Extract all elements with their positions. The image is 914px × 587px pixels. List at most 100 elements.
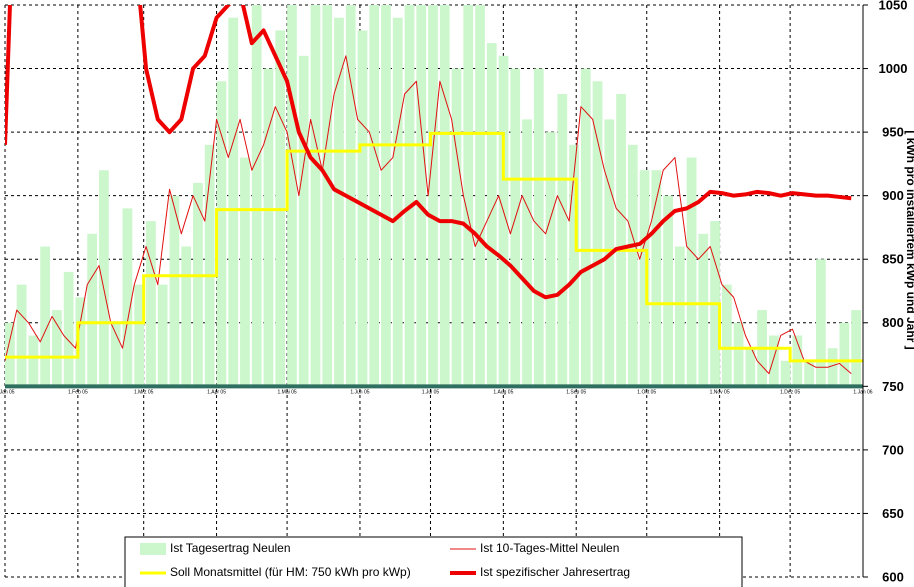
bar: [804, 360, 814, 387]
bar: [228, 17, 239, 387]
x-tick-label: 1.Jul 05: [422, 390, 440, 396]
x-tick-label: 1.Mai 05: [277, 390, 296, 396]
x-tick-label: 1.Aug 05: [493, 390, 513, 396]
bar: [99, 170, 109, 387]
bar: [569, 144, 579, 387]
bar: [439, 5, 450, 387]
bar: [674, 246, 685, 387]
bar: [5, 322, 15, 387]
bar: [639, 170, 650, 387]
bar: [157, 284, 168, 387]
x-tick-label: 1.Sep 05: [566, 390, 586, 396]
bar: [768, 335, 779, 387]
x-tick-label: 1.Mrz 05: [134, 390, 154, 396]
x-tick-label: 1.Apr 05: [207, 390, 226, 396]
bar: [839, 322, 850, 387]
x-tick-label: 1.Dez 05: [780, 390, 800, 396]
x-tick-label: 1.Okt 05: [637, 390, 656, 396]
bar: [357, 30, 368, 387]
bar: [580, 68, 591, 387]
bar: [451, 68, 462, 387]
bar: [122, 208, 133, 387]
bar: [181, 246, 192, 387]
bar: [557, 93, 568, 387]
bar: [16, 284, 27, 387]
bar: [416, 5, 427, 387]
bar: [522, 119, 532, 387]
legend: Ist Tagesertrag Neulen Ist 10-Tages-Mitte…: [124, 536, 743, 587]
bar: [216, 81, 227, 387]
bar: [745, 348, 756, 387]
legend-label: Ist 10-Tages-Mittel Neulen: [480, 541, 619, 555]
step-line: [5, 131, 863, 363]
bar: [87, 233, 98, 387]
bar: [721, 284, 732, 387]
bar: [263, 68, 274, 387]
bar: [627, 144, 638, 387]
bar: [75, 297, 86, 387]
legend-label: Soll Monatsmittel (für HM: 750 kWh pro k…: [170, 565, 411, 579]
y-axis-label: [ kWh pro installiertem kWp und Jahr ]: [904, 130, 914, 349]
legend-label: Ist spezifischer Jahresertrag: [480, 565, 630, 579]
bar: [334, 17, 344, 387]
bar: [475, 5, 485, 387]
line: [5, 55, 852, 375]
bar: [545, 132, 556, 387]
line: [5, 5, 852, 300]
legend-label: Ist Tagesertrag Neulen: [170, 541, 291, 555]
bar: [52, 310, 62, 387]
bar: [827, 348, 838, 387]
bar: [345, 5, 356, 387]
bar: [592, 81, 603, 387]
plot-area: [5, 5, 863, 387]
bar: [381, 5, 391, 387]
bar: [169, 195, 180, 387]
bar: [463, 5, 474, 387]
bar: [698, 233, 709, 387]
bar: [815, 259, 826, 387]
x-tick-label: 1.Jan 05: [0, 390, 15, 396]
bar: [204, 144, 215, 387]
bar: [28, 335, 39, 387]
bar: [498, 55, 509, 387]
bar: [392, 17, 403, 387]
bar: [369, 5, 380, 387]
bar: [110, 322, 121, 387]
y-tick-label: 750: [882, 379, 904, 394]
legend-swatch: [140, 543, 166, 555]
bar: [404, 5, 415, 387]
bar: [40, 246, 51, 387]
bar: [63, 271, 74, 387]
y-tick-label: 950: [882, 125, 904, 140]
y-tick-label: 650: [882, 506, 904, 521]
y-tick-label: 900: [882, 188, 904, 203]
x-tick-label: 1.Jun 05: [350, 390, 369, 396]
bar: [134, 284, 145, 387]
bar: [486, 43, 497, 387]
y-tick-label: 800: [882, 315, 904, 330]
bar: [428, 5, 438, 387]
bar: [533, 68, 544, 387]
x-tick-label: 1.Feb 05: [68, 390, 88, 396]
bar: [686, 157, 697, 387]
bar: [146, 221, 156, 387]
bar: [651, 170, 662, 387]
bar: [251, 5, 262, 387]
bar: [240, 157, 250, 387]
y-tick-label: 1050: [879, 0, 908, 12]
bar: [510, 68, 521, 387]
x-tick-label: 1.Nov 05: [710, 390, 730, 396]
bar: [322, 5, 333, 387]
bar: [310, 5, 321, 387]
y-tick-label: 700: [882, 442, 904, 457]
bar: [287, 5, 297, 387]
y-tick-label: 600: [882, 569, 904, 584]
bar: [663, 195, 673, 387]
bar: [193, 182, 203, 387]
bar: [616, 93, 626, 387]
bar: [298, 55, 309, 387]
y-tick-label: 850: [882, 252, 904, 267]
bar: [851, 310, 861, 387]
